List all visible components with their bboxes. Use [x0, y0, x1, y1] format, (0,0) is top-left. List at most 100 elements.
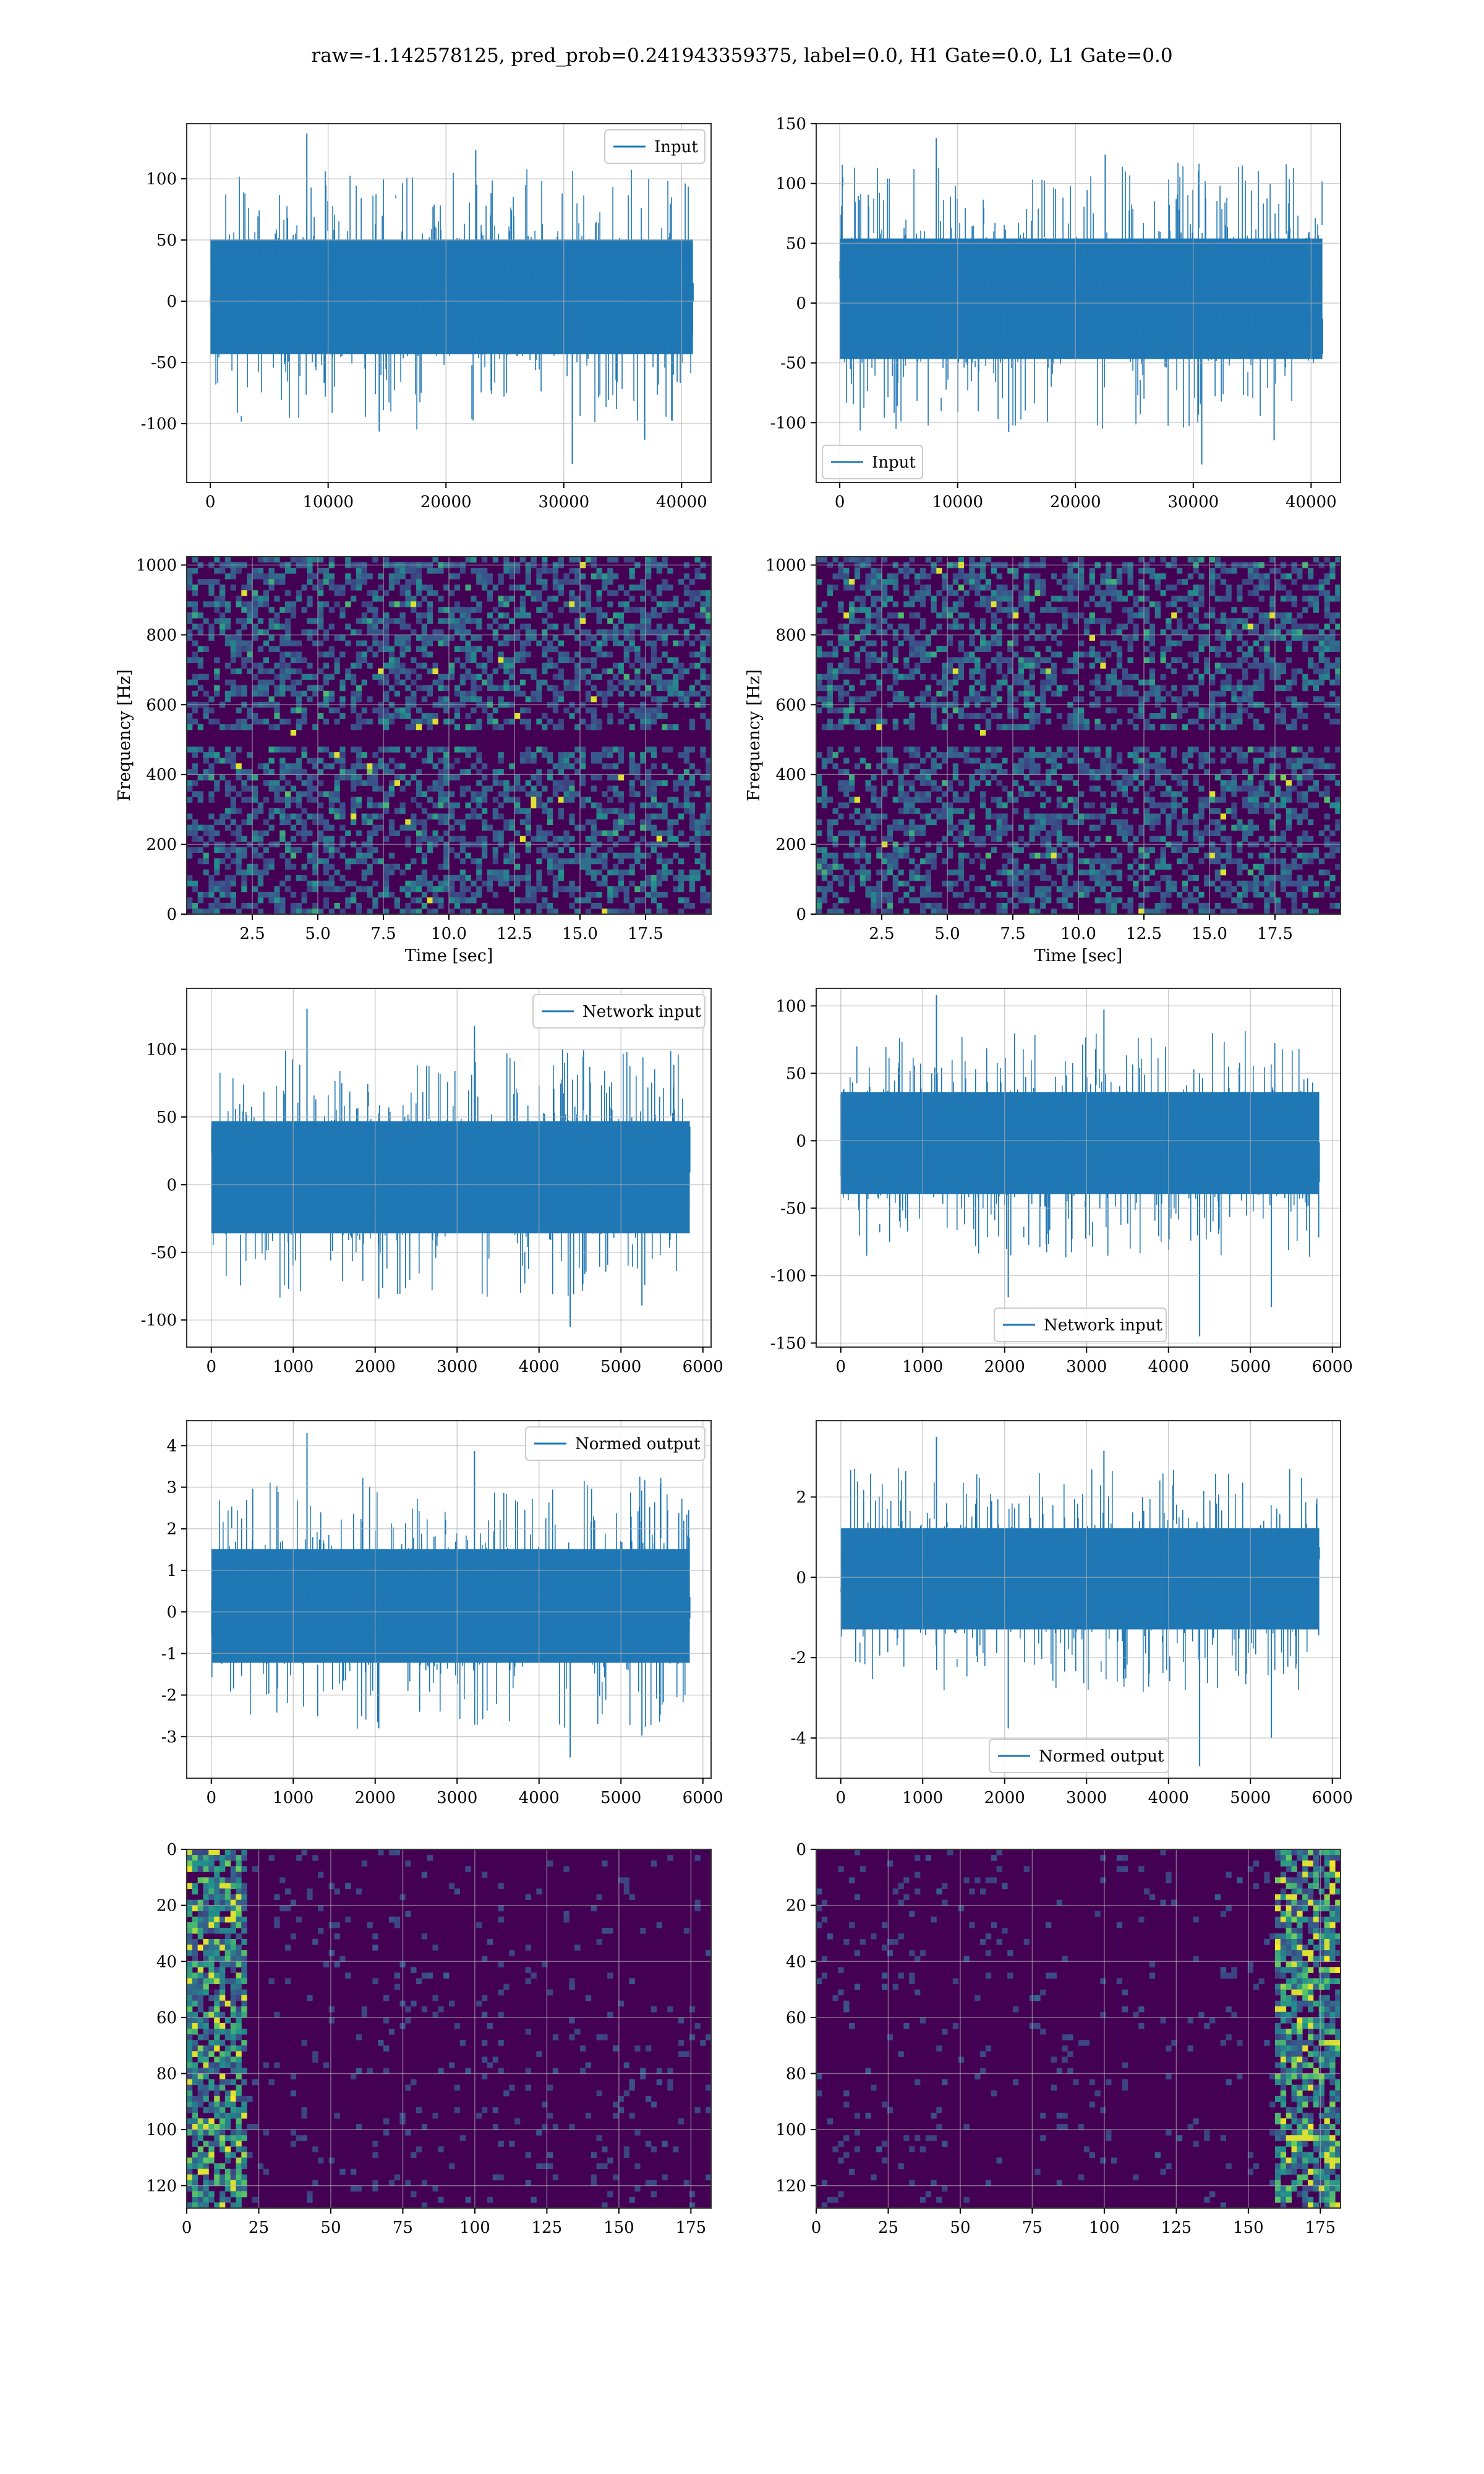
heatmap-cell [1193, 612, 1199, 618]
heatmap-cell [1007, 646, 1013, 652]
heatmap-cell [1275, 629, 1281, 635]
heatmap-cell [351, 679, 357, 686]
heatmap-cell [942, 662, 948, 669]
heatmap-cell [328, 880, 335, 887]
heatmap-cell [683, 897, 690, 904]
heatmap-cell [1116, 769, 1123, 775]
heatmap-cell [613, 785, 619, 792]
heatmap-cell [903, 797, 910, 803]
heatmap-cell [980, 730, 986, 736]
heatmap-cell [963, 791, 970, 797]
heatmap-cell [1018, 824, 1025, 831]
heatmap-cell [208, 763, 215, 769]
heatmap-cell [1302, 752, 1308, 758]
heatmap-cell [1269, 774, 1276, 781]
heatmap-cell [449, 836, 455, 842]
heatmap-cell [547, 858, 553, 865]
heatmap-cell [1242, 752, 1248, 758]
heatmap-cell [650, 891, 657, 898]
heatmap-cell [503, 880, 510, 887]
heatmap-cell [476, 791, 482, 797]
heatmap-cell [882, 668, 888, 675]
heatmap-cell [656, 869, 662, 876]
heatmap-cell [843, 573, 850, 580]
heatmap-cell [427, 758, 433, 764]
heatmap-cell [1209, 612, 1216, 618]
heatmap-cell [1100, 623, 1106, 630]
heatmap-cell [399, 763, 406, 769]
heatmap-cell [1209, 579, 1216, 585]
heatmap-cell [214, 909, 220, 915]
heatmap-cell [596, 724, 602, 730]
heatmap-cell [1154, 579, 1161, 585]
heatmap-cell [925, 657, 931, 664]
heatmap-cell [351, 897, 357, 904]
heatmap-cell [843, 662, 850, 669]
heatmap-cell [438, 897, 444, 904]
heatmap-cell [416, 836, 422, 842]
heatmap-cell [361, 858, 367, 865]
heatmap-cell [476, 891, 482, 898]
heatmap-cell [323, 847, 330, 854]
heatmap-cell [694, 635, 701, 641]
heatmap-cell [882, 596, 888, 602]
heatmap-cell [192, 679, 198, 686]
heatmap-cell [602, 880, 608, 887]
x-tick-label: 20000 [420, 493, 472, 511]
heatmap-cell [1149, 685, 1156, 691]
heatmap-cell [585, 852, 592, 859]
heatmap-cell [602, 584, 608, 591]
heatmap-cell [1062, 774, 1068, 781]
heatmap-cell [876, 724, 882, 730]
heatmap-cell [531, 758, 537, 764]
heatmap-cell [1324, 557, 1330, 563]
heatmap-cell [339, 696, 346, 703]
heatmap-cell [476, 623, 482, 630]
heatmap-cell [623, 623, 629, 630]
heatmap-cell [203, 758, 209, 764]
heatmap-cell [247, 869, 253, 876]
heatmap-cell [525, 629, 531, 635]
heatmap-cell [980, 568, 986, 574]
heatmap-cell [411, 897, 417, 904]
heatmap-cell [394, 668, 400, 675]
heatmap-cell [596, 573, 602, 580]
heatmap-cell [903, 662, 910, 669]
heatmap-cell [247, 651, 253, 657]
heatmap-cell [514, 875, 521, 881]
heatmap-cell [618, 909, 625, 915]
heatmap-cell [1106, 651, 1112, 657]
heatmap-cell [1297, 819, 1303, 825]
heatmap-cell [963, 573, 970, 580]
heatmap-cell [498, 758, 504, 764]
heatmap-cell [220, 590, 226, 596]
heatmap-cell [634, 674, 641, 680]
heatmap-cell [985, 808, 992, 814]
heatmap-cell [208, 830, 215, 836]
heatmap-cell [827, 747, 833, 753]
heatmap-cell [427, 568, 433, 574]
heatmap-cell [279, 769, 286, 775]
heatmap-cell [1034, 635, 1041, 641]
heatmap-cell [1247, 808, 1254, 814]
heatmap-cell [591, 752, 597, 758]
heatmap-cell [1040, 590, 1046, 596]
heatmap-cell [700, 852, 706, 859]
heatmap-cell [197, 646, 203, 652]
heatmap-cell [257, 573, 264, 580]
heatmap-cell [399, 640, 406, 646]
heatmap-cell [519, 836, 526, 842]
heatmap-cell [290, 690, 297, 697]
heatmap-cell [301, 584, 307, 591]
heatmap-cell [476, 674, 482, 680]
heatmap-cell [629, 791, 635, 797]
heatmap-cell [1034, 696, 1041, 703]
heatmap-cell [1313, 596, 1320, 602]
heatmap-cell [1122, 596, 1128, 602]
heatmap-cell [1242, 623, 1248, 630]
heatmap-cell [252, 791, 258, 797]
heatmap-cell [1007, 596, 1013, 602]
heatmap-cell [871, 601, 877, 607]
heatmap-cell [247, 774, 253, 781]
heatmap-cell [827, 696, 833, 703]
